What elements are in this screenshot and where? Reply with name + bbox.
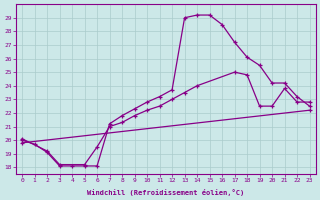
X-axis label: Windchill (Refroidissement éolien,°C): Windchill (Refroidissement éolien,°C) bbox=[87, 189, 244, 196]
